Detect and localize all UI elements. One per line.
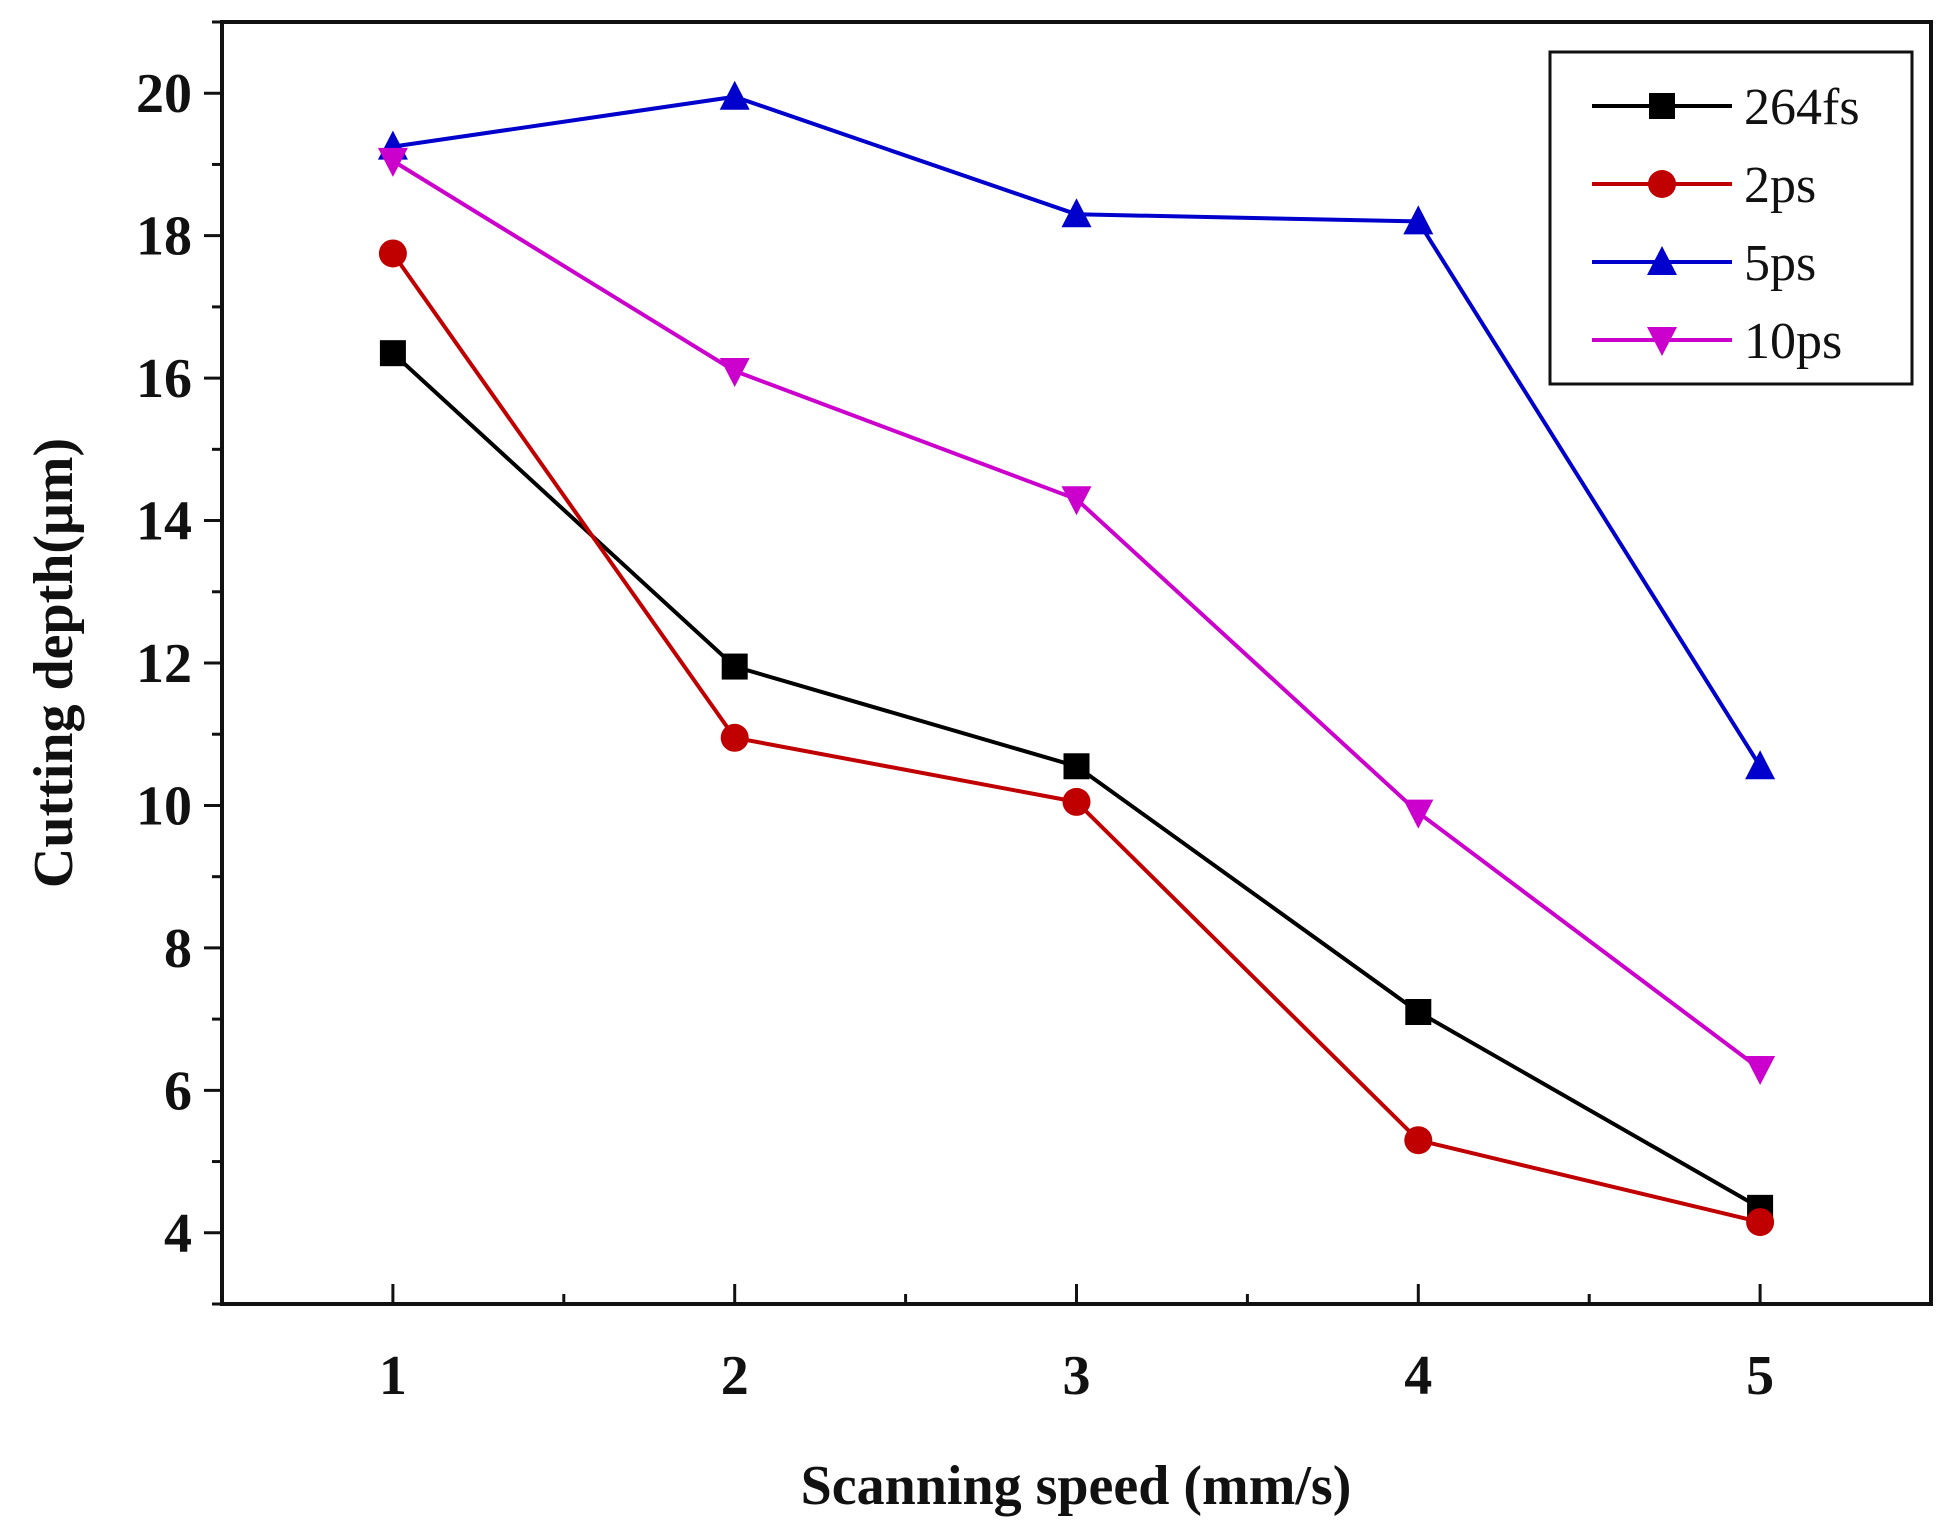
x-tick-label: 4 bbox=[1404, 1345, 1432, 1407]
series-layer bbox=[377, 80, 1776, 1237]
x-tick-label: 3 bbox=[1063, 1345, 1091, 1407]
legend: 264fs 2ps 5ps 10ps bbox=[1548, 50, 1914, 386]
data-point bbox=[379, 340, 406, 367]
legend-label: 264fs bbox=[1744, 79, 1860, 136]
data-point bbox=[720, 723, 749, 752]
y-tick-label: 20 bbox=[136, 63, 192, 125]
data-point bbox=[1061, 486, 1092, 516]
data-point bbox=[1403, 205, 1434, 235]
y-tick-label: 4 bbox=[164, 1203, 192, 1265]
data-point bbox=[719, 80, 750, 110]
y-axis-ticks: 4 6 8 10 12 14 16 18 20 bbox=[136, 20, 222, 1306]
data-point bbox=[1403, 799, 1434, 829]
legend-marker bbox=[1648, 170, 1676, 198]
data-point bbox=[1745, 1055, 1776, 1085]
x-tick-label: 2 bbox=[721, 1345, 749, 1407]
data-point bbox=[1405, 998, 1432, 1025]
series-10ps bbox=[377, 147, 1776, 1085]
data-point bbox=[377, 147, 408, 177]
x-tick-label: 1 bbox=[379, 1345, 407, 1407]
data-point bbox=[1745, 750, 1776, 780]
data-point bbox=[1746, 1208, 1775, 1237]
y-tick-label: 12 bbox=[136, 633, 192, 695]
data-point bbox=[719, 357, 750, 387]
data-point bbox=[1061, 198, 1092, 228]
y-axis-title: Cutting depth(μm) bbox=[23, 438, 85, 888]
data-point bbox=[378, 239, 407, 268]
x-axis-title: Scanning speed (mm/s) bbox=[801, 1455, 1352, 1517]
legend-label: 10ps bbox=[1744, 313, 1842, 370]
data-point bbox=[1062, 787, 1091, 816]
x-tick-label: 5 bbox=[1746, 1345, 1774, 1407]
legend-marker bbox=[1649, 93, 1675, 119]
y-tick-label: 18 bbox=[136, 206, 192, 268]
legend-marker bbox=[1647, 246, 1677, 275]
data-point bbox=[1063, 753, 1090, 780]
series-2ps bbox=[378, 239, 1775, 1237]
legend-marker bbox=[1647, 327, 1677, 356]
x-axis-ticks: 1 2 3 4 5 bbox=[379, 1284, 1774, 1407]
y-tick-label: 16 bbox=[136, 348, 192, 410]
legend-label: 5ps bbox=[1744, 235, 1816, 292]
y-tick-label: 8 bbox=[164, 918, 192, 980]
y-tick-label: 10 bbox=[136, 775, 192, 837]
data-point bbox=[1404, 1126, 1433, 1155]
data-point bbox=[721, 653, 748, 680]
y-tick-label: 14 bbox=[136, 491, 192, 553]
legend-label: 2ps bbox=[1744, 157, 1816, 214]
y-tick-label: 6 bbox=[164, 1060, 192, 1122]
